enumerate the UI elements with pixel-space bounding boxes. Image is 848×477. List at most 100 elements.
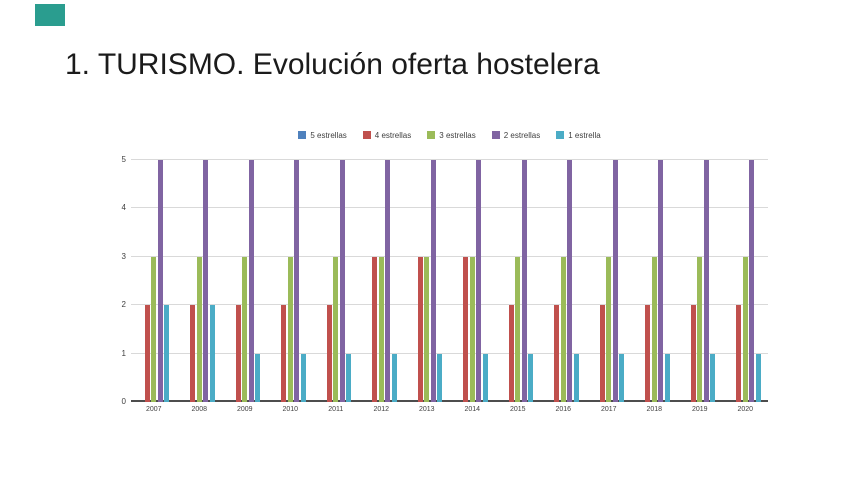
bar [391, 354, 397, 402]
bar [294, 160, 300, 402]
chart-plot-area [131, 159, 769, 402]
legend-swatch [491, 131, 500, 139]
slide-title: 1. TURISMO. Evolución oferta hostelera [65, 48, 600, 81]
bar [346, 354, 352, 402]
x-tick-label: 2008 [191, 406, 208, 413]
chart-legend: 5 estrellas 4 estrellas 3 estrellas 2 estre… [131, 128, 768, 142]
bar [151, 257, 157, 402]
bar [736, 305, 742, 402]
bar [164, 305, 170, 402]
bar [645, 305, 651, 402]
bar-group [359, 160, 405, 402]
bar-group [586, 160, 632, 402]
x-tick-label: 2010 [282, 406, 299, 413]
bar-group [495, 160, 541, 402]
bar [567, 160, 573, 402]
bar [417, 257, 423, 402]
legend-label: 5 estrellas [310, 130, 347, 140]
bar-group [723, 160, 769, 402]
bar-group [677, 160, 723, 402]
bar-group [177, 160, 223, 402]
bar [482, 354, 488, 402]
bar [710, 354, 716, 402]
bar [209, 305, 215, 402]
x-tick-label: 2014 [464, 406, 481, 413]
gridline [131, 352, 768, 354]
bar-group [404, 160, 450, 402]
legend-swatch [427, 131, 436, 139]
bar [248, 160, 254, 402]
bar-group [632, 160, 678, 402]
bar [703, 160, 709, 402]
gridline [131, 304, 768, 306]
x-tick-label: 2009 [236, 406, 253, 413]
bar [378, 257, 384, 402]
legend-swatch [298, 131, 307, 139]
legend-item: 3 estrellas [427, 130, 476, 140]
bar [508, 305, 514, 402]
bar-group [541, 160, 587, 402]
legend-item: 1 estrella [556, 130, 601, 140]
x-axis-labels: 2007 2008 2009 2010 2011 2012 2013 2014 2015 2016… [131, 406, 768, 418]
bar [203, 160, 209, 402]
bar [326, 305, 332, 402]
legend-item: 5 estrellas [298, 130, 347, 140]
bar [144, 305, 150, 402]
legend-swatch [556, 131, 565, 139]
bar [664, 354, 670, 402]
legend-label: 1 estrella [568, 130, 601, 140]
bar [430, 160, 436, 402]
bar [469, 257, 475, 402]
legend-label: 2 estrellas [503, 130, 541, 140]
y-tick-label: 5 [121, 155, 126, 164]
x-tick-label: 2012 [373, 406, 390, 413]
bar [599, 305, 605, 402]
bar [372, 257, 378, 402]
bar [658, 160, 664, 402]
bar [606, 257, 612, 402]
bar [463, 257, 469, 402]
bar [742, 257, 748, 402]
x-tick-label: 2017 [600, 406, 617, 413]
bar [554, 305, 560, 402]
bar [476, 160, 482, 402]
bar-group [313, 160, 359, 402]
bar-group [222, 160, 268, 402]
y-tick-label: 1 [121, 348, 126, 358]
bar [573, 354, 579, 402]
bar [287, 257, 293, 402]
bar [333, 257, 339, 402]
y-tick-label: 0 [121, 397, 126, 406]
legend-label: 3 estrellas [439, 130, 476, 140]
x-tick-label: 2019 [691, 406, 708, 413]
x-tick-label: 2013 [418, 406, 435, 413]
legend-swatch [362, 131, 371, 139]
gridline [131, 255, 768, 257]
bar [242, 257, 248, 402]
bar-group [131, 160, 177, 402]
gridline [131, 159, 768, 160]
x-tick-label: 2016 [555, 406, 572, 413]
y-axis-labels: 0 1 2 3 4 5 [98, 155, 126, 406]
bar [190, 305, 196, 402]
bar-group [450, 160, 496, 402]
bar [235, 305, 241, 402]
x-tick-label: 2007 [145, 406, 162, 413]
bar [385, 160, 391, 402]
legend-label: 4 estrellas [374, 130, 412, 140]
bar-group [268, 160, 314, 402]
x-tick-label: 2015 [509, 406, 526, 413]
bar [697, 257, 703, 402]
bar [157, 160, 163, 402]
bar [521, 160, 527, 402]
bar [690, 305, 696, 402]
bar [255, 354, 261, 402]
legend-item: 4 estrellas [362, 130, 412, 140]
x-axis-line [131, 400, 768, 402]
bar [651, 257, 657, 402]
bar [339, 160, 345, 402]
x-tick-label: 2018 [646, 406, 663, 413]
legend-item: 2 estrellas [491, 130, 541, 140]
bar [300, 354, 306, 402]
